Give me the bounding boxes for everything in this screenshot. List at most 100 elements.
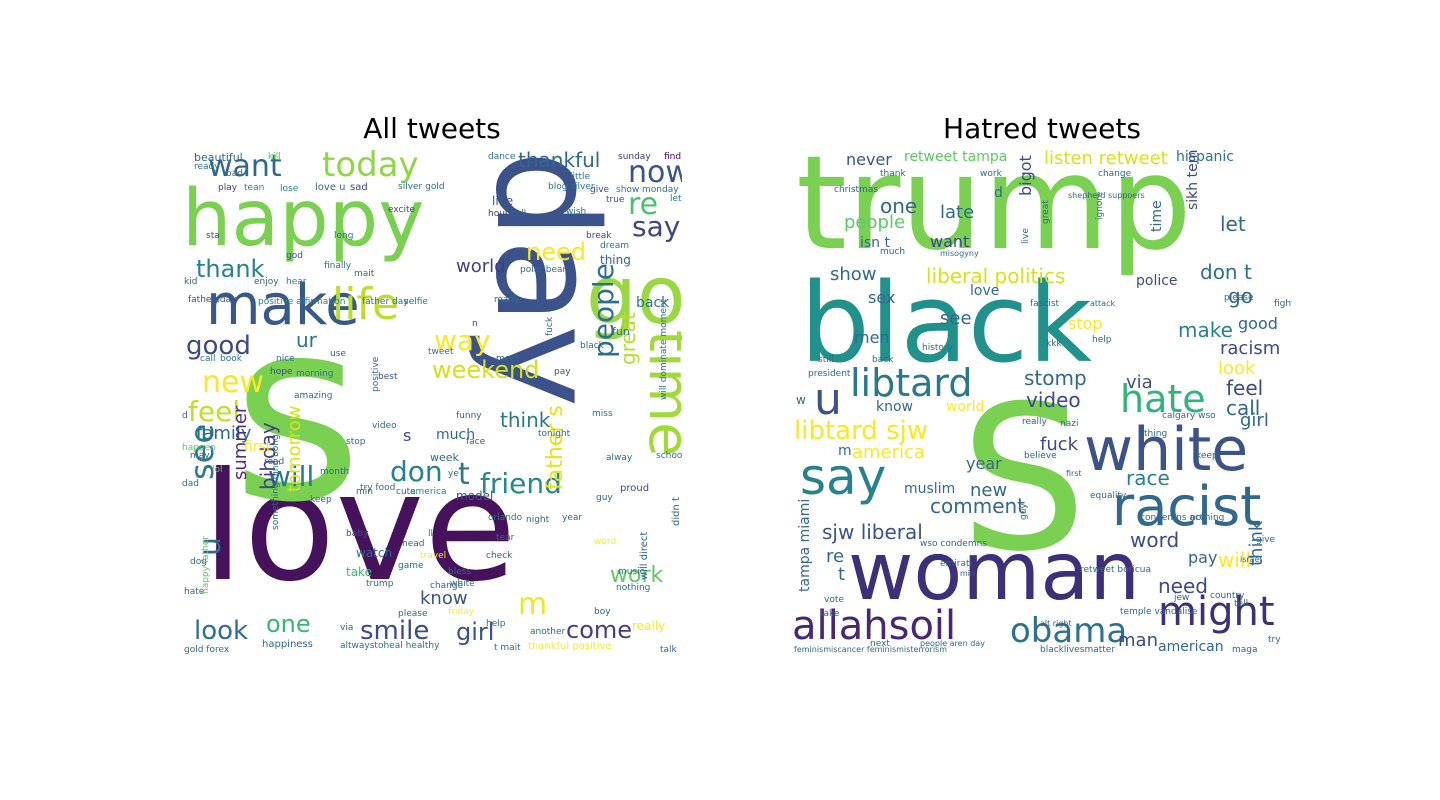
- cloud-word: bigot: [1016, 155, 1035, 196]
- cloud-word: today: [322, 150, 419, 185]
- cloud-word: white: [1084, 415, 1249, 485]
- cloud-word: hispanic: [1176, 150, 1234, 165]
- cloud-word: break: [586, 231, 612, 241]
- cloud-word: ready: [194, 162, 220, 172]
- cloud-word: race: [1126, 466, 1170, 490]
- cloud-word: kid: [184, 277, 198, 287]
- cloud-word: s: [403, 426, 412, 445]
- cloud-word: need: [526, 238, 586, 266]
- cloud-word: way: [434, 324, 491, 357]
- cloud-word: want: [208, 150, 282, 184]
- cloud-word: hate: [184, 587, 205, 597]
- cloud-word: next: [870, 639, 890, 649]
- cloud-word: condemns act: [1140, 513, 1204, 523]
- cloud-word: take: [820, 609, 840, 619]
- cloud-word: thing: [600, 253, 631, 267]
- cloud-word: boy: [594, 607, 611, 617]
- cloud-word: know: [420, 588, 468, 609]
- cloud-word: allahsoil: [792, 603, 957, 649]
- cloud-word: may: [190, 451, 210, 461]
- cloud-word: silver gold: [398, 182, 445, 192]
- cloud-word: emirati: [940, 559, 973, 569]
- cloud-word: history: [922, 343, 953, 353]
- cloud-word: people: [844, 212, 906, 233]
- cloud-word: sex: [868, 288, 896, 307]
- cloud-word: don: [390, 455, 443, 488]
- cloud-word: work: [610, 563, 664, 588]
- cloud-word: hope: [270, 367, 293, 377]
- cloud-word: stop: [1068, 314, 1103, 333]
- cloud-word: new: [202, 365, 265, 400]
- cloud-word: nothing: [616, 583, 651, 593]
- cloud-word: proud: [620, 483, 650, 494]
- cloud-word: amazing: [294, 391, 333, 401]
- cloud-word: excite: [388, 205, 416, 215]
- cloud-word: feminismiscancer feminismisterrorism: [794, 645, 948, 654]
- cloud-word: look: [194, 616, 249, 646]
- all-tweets-word-cloud: love s day happy go time make life today want now r…: [182, 150, 682, 654]
- cloud-word: enjoy: [254, 277, 279, 287]
- cloud-word: video: [1026, 388, 1081, 412]
- cloud-word: kkk: [1046, 339, 1062, 349]
- cloud-word: liberal politics: [926, 264, 1066, 288]
- cloud-word: racist: [1112, 475, 1262, 538]
- cloud-word: tonight: [538, 429, 571, 439]
- cloud-word: love: [202, 441, 517, 615]
- cloud-word: give: [1256, 535, 1276, 545]
- cloud-word: happy father: [201, 536, 211, 594]
- cloud-word: d: [182, 411, 188, 421]
- cloud-word: little: [570, 172, 591, 182]
- cloud-word: god: [286, 251, 303, 261]
- cloud-word: great: [1041, 200, 1051, 224]
- cloud-word: lol: [212, 465, 223, 475]
- cloud-word: shepherd suppoers: [1068, 191, 1145, 200]
- cloud-word: muslim: [904, 481, 956, 497]
- cloud-word: long: [334, 231, 354, 241]
- cloud-word: keep: [310, 495, 332, 505]
- cloud-word: world: [456, 256, 506, 277]
- cloud-word: feel: [188, 395, 241, 428]
- cloud-word: tomorrow: [284, 405, 305, 492]
- cloud-word: look: [1218, 358, 1256, 379]
- cloud-word: friday: [448, 607, 474, 617]
- cloud-word: week: [430, 451, 459, 464]
- cloud-word: s: [232, 266, 363, 557]
- cloud-word: comment: [930, 494, 1026, 518]
- cloud-word: t: [458, 457, 470, 492]
- cloud-word: will dominate moment: [659, 298, 669, 400]
- cloud-word: thankful positive: [528, 641, 612, 652]
- cloud-word: racism: [1220, 338, 1281, 359]
- cloud-word: one: [266, 610, 311, 638]
- cloud-word: now: [628, 155, 682, 190]
- cloud-word: time: [1149, 200, 1165, 232]
- cloud-word: meet: [496, 354, 520, 364]
- cloud-word: let: [670, 194, 682, 204]
- cloud-word: white: [450, 579, 475, 589]
- cloud-word: d: [994, 185, 1003, 201]
- cloud-word: word: [594, 537, 617, 547]
- cloud-word: month: [320, 467, 350, 477]
- cloud-word: trump: [796, 150, 1192, 279]
- cloud-word: let: [1220, 212, 1246, 236]
- cloud-word: year: [562, 513, 583, 523]
- cloud-word: thank: [196, 255, 265, 283]
- cloud-word: libtard sjw: [794, 416, 929, 446]
- cloud-word: thankful: [518, 150, 601, 172]
- cloud-word: school: [656, 451, 682, 461]
- cloud-word: girl: [456, 618, 495, 646]
- cloud-word: wso condemns: [920, 539, 987, 549]
- cloud-word: retweet boricua: [1080, 565, 1151, 575]
- cloud-word: gold forex: [184, 645, 230, 655]
- cloud-word: new: [970, 480, 1008, 501]
- cloud-word: think: [500, 408, 551, 432]
- cloud-word: happiness: [262, 639, 313, 650]
- cloud-word: need: [1158, 574, 1208, 598]
- cloud-word: dance: [488, 152, 516, 162]
- cloud-word: thing: [1144, 429, 1168, 439]
- cloud-word: might: [1158, 589, 1275, 635]
- cloud-word: m: [518, 587, 548, 622]
- cloud-word: n: [472, 319, 478, 329]
- cloud-word: min: [356, 487, 373, 497]
- left-panel-title: All tweets: [363, 112, 501, 145]
